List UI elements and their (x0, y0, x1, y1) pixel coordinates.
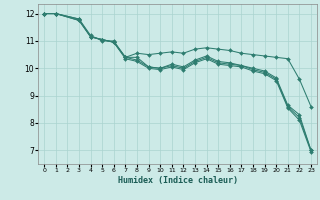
X-axis label: Humidex (Indice chaleur): Humidex (Indice chaleur) (118, 176, 238, 185)
